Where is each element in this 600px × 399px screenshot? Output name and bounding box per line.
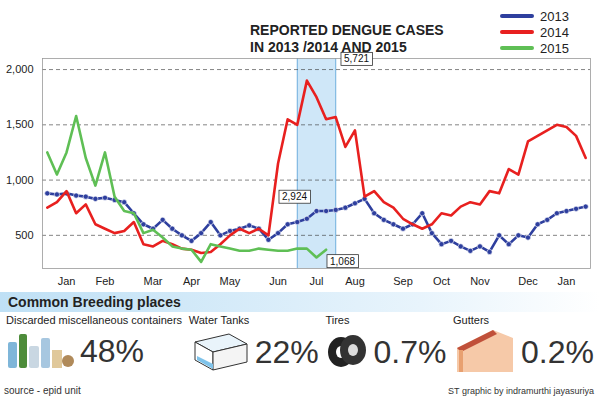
svg-text:1,068: 1,068 — [330, 256, 355, 267]
svg-text:Feb: Feb — [96, 275, 115, 287]
svg-text:500: 500 — [15, 229, 33, 241]
svg-text:Apr: Apr — [183, 275, 200, 287]
html-text:2014: 2014 — [540, 24, 569, 40]
html-text:ST graphic by indramurthi jaya: ST graphic by indramurthi jayasuriya — [448, 386, 594, 396]
svg-text:Aug: Aug — [345, 275, 365, 287]
svg-text:Nov: Nov — [470, 275, 490, 287]
html-text:Common Breeding places: Common Breeding places — [8, 294, 181, 310]
html-text:Discarded miscellaneous contai: Discarded miscellaneous containers — [6, 314, 183, 326]
svg-text:1,000: 1,000 — [6, 174, 34, 186]
svg-text:Jan: Jan — [558, 275, 576, 287]
svg-text:2,000: 2,000 — [6, 63, 34, 75]
html-text:48%: 48% — [80, 332, 144, 369]
svg-text:Jul: Jul — [309, 275, 323, 287]
svg-text:May: May — [220, 275, 241, 287]
html-text:Gutters: Gutters — [453, 314, 490, 326]
svg-text:Sep: Sep — [393, 275, 413, 287]
svg-text:5,721: 5,721 — [344, 53, 369, 64]
svg-text:Dec: Dec — [518, 275, 538, 287]
html-text:2015: 2015 — [540, 40, 569, 56]
html-text:source - epid unit: source - epid unit — [4, 385, 81, 396]
svg-text:Jun: Jun — [269, 275, 287, 287]
svg-text:Mar: Mar — [144, 275, 163, 287]
svg-text:Jan: Jan — [58, 275, 76, 287]
svg-text:1,500: 1,500 — [6, 118, 34, 130]
html-text:Water Tanks: Water Tanks — [188, 314, 250, 326]
html-text:0.7%: 0.7% — [373, 333, 447, 370]
svg-text:2,924: 2,924 — [282, 191, 307, 202]
html-text:22%: 22% — [254, 333, 319, 370]
html-text:2013: 2013 — [540, 8, 569, 24]
svg-text:Oct: Oct — [433, 275, 450, 287]
html-text:0.2%: 0.2% — [521, 333, 594, 370]
html-text:REPORTED DENGUE CASES IN 2013: REPORTED DENGUE CASES IN 2013 /2014 AND … — [250, 22, 444, 55]
html-text:Tires: Tires — [325, 314, 350, 326]
